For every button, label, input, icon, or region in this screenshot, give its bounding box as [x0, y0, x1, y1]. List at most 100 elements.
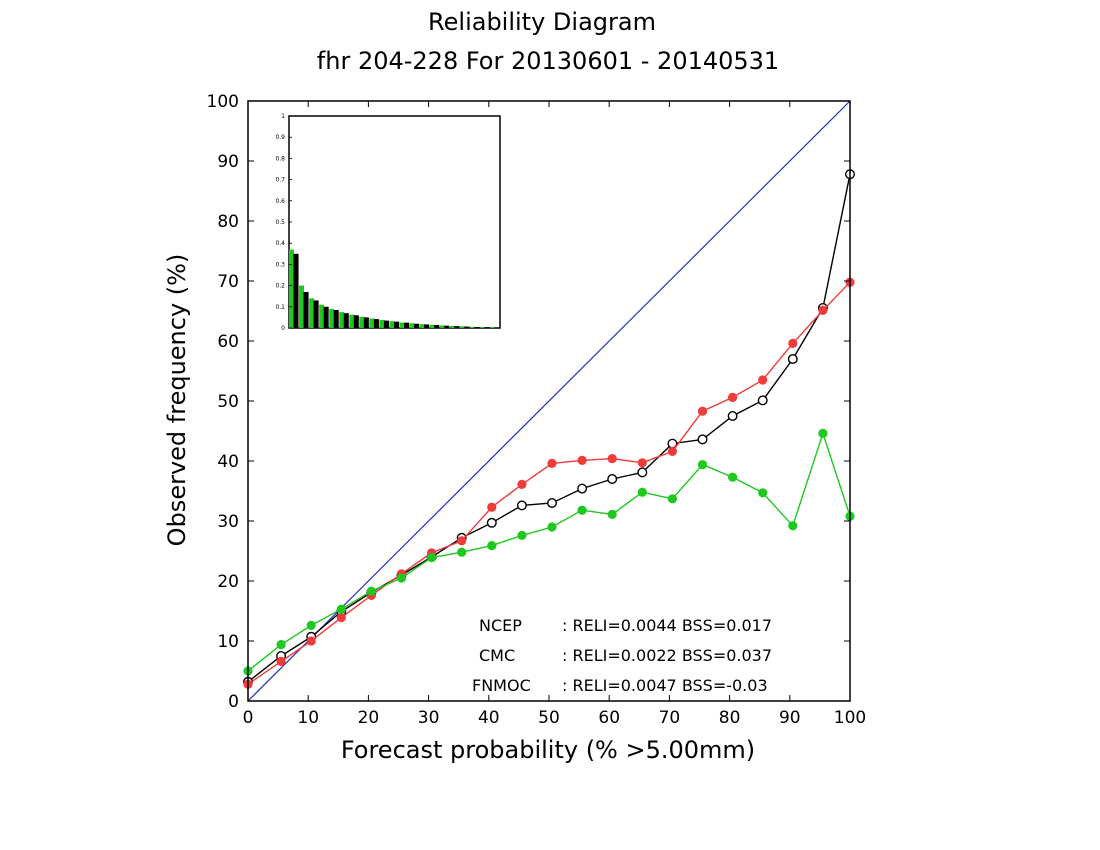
- point-cmc-19: [818, 305, 828, 316]
- point-cmc-9: [517, 479, 527, 490]
- x-tick-label-100: 100: [834, 708, 866, 728]
- point-fnmoc-8: [487, 540, 497, 551]
- inset-bar-fnmoc-2: [309, 298, 315, 328]
- inset-bar-ncep-19: [484, 327, 490, 328]
- inset-y-tick-label-0.9: 0.9: [275, 134, 285, 141]
- point-ncep-16: [727, 411, 738, 422]
- inset-bar-ncep-4: [333, 309, 339, 328]
- y-tick-label-20: 20: [217, 572, 239, 592]
- point-fnmoc-15: [697, 460, 708, 470]
- point-fnmoc-9: [517, 530, 527, 541]
- point-fnmoc-2: [306, 620, 316, 631]
- inset-bar-ncep-16: [454, 326, 460, 328]
- x-tick-label-80: 80: [719, 708, 741, 728]
- point-fnmoc-14: [667, 494, 678, 504]
- inset-bar-fnmoc-0: [289, 249, 295, 328]
- y-tick-label-30: 30: [217, 512, 239, 532]
- sharpness-inset-histogram: 0 0.1 0.2 0.3 0.4 0.5 0.6 0.7 0.8 0.9 1: [275, 113, 501, 332]
- perfect-reliability-diagonal: [247, 100, 851, 702]
- point-fnmoc-6: [427, 552, 437, 563]
- inset-bars: [289, 249, 500, 328]
- y-tick-label-90: 90: [217, 152, 239, 172]
- inset-y-tick-label-0.3: 0.3: [275, 261, 285, 268]
- x-axis-ticks: 0 10 20 30 40 50 60 70 80 90 100: [243, 101, 866, 728]
- inset-y-tick-label-0.8: 0.8: [275, 155, 285, 162]
- point-cmc-18: [788, 338, 798, 349]
- point-fnmoc-1: [276, 639, 286, 650]
- inset-bar-fnmoc-9: [379, 319, 385, 328]
- inset-bar-fnmoc-3: [319, 304, 325, 328]
- point-fnmoc-10: [547, 522, 557, 532]
- inset-bar-fnmoc-17: [459, 326, 465, 328]
- inset-bar-fnmoc-4: [329, 308, 335, 328]
- x-tick-label-90: 90: [779, 708, 801, 728]
- inset-bar-fnmoc-15: [439, 325, 445, 328]
- inset-bar-ncep-3: [323, 306, 329, 328]
- inset-bar-fnmoc-16: [449, 325, 455, 328]
- inset-bar-ncep-8: [373, 319, 379, 328]
- inset-bar-ncep-5: [343, 313, 349, 328]
- x-tick-label-50: 50: [538, 708, 560, 728]
- point-cmc-13: [637, 458, 647, 468]
- inset-bar-fnmoc-18: [469, 326, 475, 328]
- point-ncep-13: [637, 467, 648, 478]
- point-cmc-3: [336, 612, 346, 623]
- point-fnmoc-19: [818, 428, 828, 439]
- inset-bar-fnmoc-1: [299, 285, 305, 328]
- y-tick-label-60: 60: [217, 332, 239, 352]
- y-tick-label-70: 70: [217, 272, 239, 292]
- inset-bar-ncep-9: [383, 320, 389, 328]
- inset-bar-ncep-2: [313, 300, 319, 328]
- inset-frame: [288, 115, 501, 329]
- inset-bar-fnmoc-5: [339, 312, 345, 328]
- x-tick-label-20: 20: [358, 708, 380, 728]
- inset-y-tick-label-0.7: 0.7: [275, 177, 285, 184]
- point-cmc-17: [758, 375, 768, 385]
- point-fnmoc-13: [637, 487, 647, 497]
- point-cmc-11: [577, 455, 587, 466]
- inset-y-tick-label-0.5: 0.5: [275, 219, 285, 226]
- point-cmc-7: [457, 536, 467, 546]
- inset-bar-ncep-17: [464, 326, 470, 328]
- inset-bar-fnmoc-10: [389, 321, 395, 328]
- x-tick-label-10: 10: [297, 708, 319, 728]
- inset-bar-fnmoc-13: [419, 324, 425, 328]
- y-tick-label-100: 100: [207, 92, 239, 112]
- inset-bar-fnmoc-19: [479, 327, 485, 328]
- chart-subtitle: fhr 204-228 For 20130601 - 20140531: [317, 47, 779, 75]
- series-line-fnmoc: [247, 431, 851, 672]
- point-ncep-8: [486, 517, 497, 528]
- point-ncep-17: [757, 395, 768, 406]
- point-ncep-12: [607, 474, 618, 485]
- inset-bar-fnmoc-6: [349, 314, 355, 328]
- inset-bar-ncep-1: [303, 291, 309, 328]
- point-cmc-15: [697, 406, 708, 416]
- point-cmc-14: [667, 446, 678, 457]
- point-ncep-9: [516, 500, 527, 511]
- chart-title: Reliability Diagram: [428, 8, 656, 36]
- inset-bar-ncep-13: [424, 324, 430, 328]
- y-tick-label-10: 10: [217, 632, 239, 652]
- inset-y-ticks: 0 0.1 0.2 0.3 0.4 0.5 0.6 0.7 0.8 0.9 1: [275, 113, 292, 332]
- inset-bar-ncep-15: [444, 325, 450, 328]
- inset-y-tick-label-0.6: 0.6: [275, 198, 285, 205]
- y-tick-label-80: 80: [217, 212, 239, 232]
- main-plot-area: 0 10 20 30 40 50 60 70 80 90 100 01020304050607080…: [207, 92, 867, 728]
- x-tick-label-40: 40: [478, 708, 500, 728]
- inset-y-tick-label-0.4: 0.4: [275, 240, 285, 247]
- point-cmc-2: [306, 636, 316, 646]
- point-ncep-11: [577, 483, 588, 494]
- point-cmc-12: [607, 454, 617, 464]
- legend-cmc-stats: : RELI=0.0022 BSS=0.037: [562, 646, 772, 665]
- point-fnmoc-16: [728, 472, 738, 482]
- y-tick-label-50: 50: [217, 392, 239, 412]
- y-axis-label: Observed frequency (%): [163, 254, 191, 547]
- legend-fnmoc-stats: : RELI=0.0047 BSS=-0.03: [562, 676, 768, 695]
- inset-bar-fnmoc-7: [359, 316, 365, 328]
- point-cmc-16: [728, 392, 738, 403]
- point-cmc-1: [276, 656, 286, 667]
- inset-bar-fnmoc-8: [369, 318, 375, 328]
- legend-cmc-name: CMC: [479, 646, 515, 665]
